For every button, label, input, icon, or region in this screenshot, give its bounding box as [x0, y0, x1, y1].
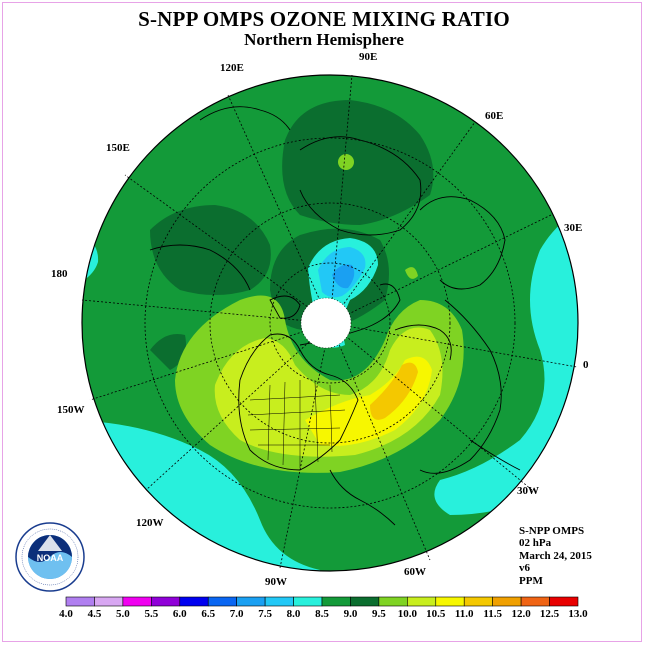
lon-label-90e: 90E [359, 51, 378, 63]
colorbar-segment [520, 596, 550, 607]
lon-label-150e: 150E [106, 142, 130, 154]
svg-text:NOAA: NOAA [37, 553, 64, 563]
colorbar-tick-label: 6.5 [201, 608, 216, 620]
lon-label-120w: 120W [136, 517, 164, 529]
colorbar-segment [463, 596, 493, 607]
map-boundary [81, 74, 579, 572]
lon-label-30w: 30W [517, 485, 539, 497]
colorbar-tick-label: 8.0 [286, 608, 301, 620]
instrument-text: S-NPP OMPS [519, 525, 585, 537]
colorbar-tick-label: 4.0 [59, 608, 73, 620]
colorbar [65, 596, 579, 607]
colorbar-segment [94, 596, 124, 607]
date-text: March 24, 2015 [519, 549, 592, 562]
colorbar-tick-label: 5.5 [144, 608, 159, 620]
colorbar-segment [207, 596, 237, 607]
colorbar-tick-label: 8.5 [315, 608, 329, 620]
graticule [81, 74, 578, 569]
colorbar-tick-label: 7.5 [258, 608, 272, 620]
colorbar-segment [151, 596, 181, 607]
ozone-level-9.0-small [150, 334, 186, 370]
lon-label-90w: 90W [265, 576, 287, 588]
colorbar-segment [378, 596, 408, 607]
colorbar-tick-label: 11.5 [483, 608, 502, 620]
ozone-field [82, 75, 578, 571]
lon-label-30e: 30E [564, 222, 583, 234]
units-text: PPM [519, 574, 543, 587]
metadata-block: S-NPP OMPS 02 hPa March 24, 2015 v6 PPM [519, 525, 592, 587]
polar-no-data-cap [301, 298, 351, 348]
lon-label-180: 180 [51, 268, 68, 280]
ozone-level-11.0 [370, 362, 418, 420]
version-text: v6 [519, 562, 530, 575]
colorbar-tick-label: 9.5 [372, 608, 386, 620]
ozone-level-9.5-spot [405, 267, 418, 279]
colorbar-segment [122, 596, 152, 607]
colorbar-segment [179, 596, 209, 607]
map-subtitle: Northern Hemisphere [244, 30, 404, 49]
map-title: S-NPP OMPS OZONE MIXING RATIO [138, 7, 510, 31]
colorbar-segment [65, 596, 95, 607]
colorbar-segment [264, 596, 294, 607]
colorbar-segment [549, 596, 579, 607]
pressure-level-text: 02 hPa [519, 537, 552, 550]
colorbar-tick-label: 11.0 [454, 608, 474, 620]
colorbar-tick-label: 10.0 [397, 608, 417, 620]
colorbar-tick-label: 12.0 [511, 608, 531, 620]
colorbar-tick-label: 10.5 [426, 608, 446, 620]
colorbar-tick-label: 7.0 [229, 608, 244, 620]
noaa-logo: NOAA [15, 522, 85, 592]
colorbar-segment [492, 596, 522, 607]
colorbar-tick-label: 12.5 [539, 608, 560, 620]
lon-label-150w: 150W [57, 404, 85, 416]
colorbar-segment [350, 596, 380, 607]
colorbar-segment [236, 596, 266, 607]
colorbar-tick-label: 4.5 [87, 608, 102, 620]
colorbar-tick-label: 5.0 [116, 608, 130, 620]
colorbar-tick-label: 13.0 [568, 608, 588, 620]
colorbar-segment [407, 596, 437, 607]
lon-label-0: 0 [583, 359, 589, 371]
colorbar-segment [435, 596, 465, 607]
ozone-level-7.0 [332, 264, 355, 289]
lon-label-60w: 60W [404, 566, 426, 578]
colorbar-segment [293, 596, 323, 607]
colorbar-tick-label: 6.0 [172, 608, 187, 620]
lon-label-120e: 120E [220, 62, 244, 74]
colorbar-tick-label: 9.0 [343, 608, 358, 620]
page-frame [2, 2, 642, 642]
colorbar-segment [321, 596, 351, 607]
ozone-level-9.5-siberia-spot [338, 154, 354, 170]
ozone-level-9.0-siberia [282, 100, 434, 225]
lon-label-60e: 60E [485, 110, 504, 122]
